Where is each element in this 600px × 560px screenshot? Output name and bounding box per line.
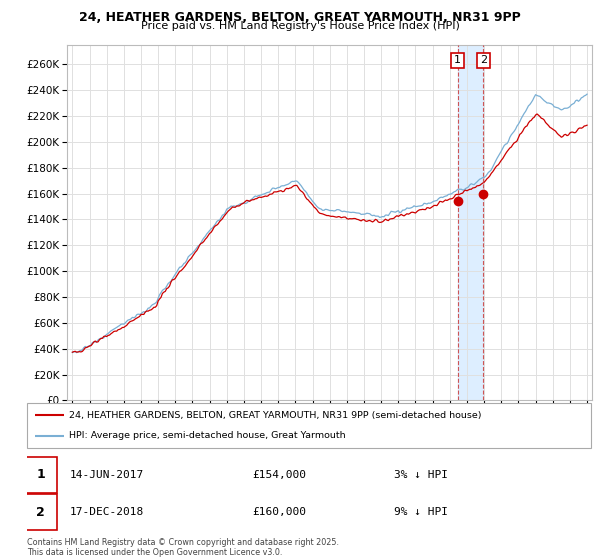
Text: HPI: Average price, semi-detached house, Great Yarmouth: HPI: Average price, semi-detached house,… xyxy=(70,431,346,440)
Text: 2: 2 xyxy=(36,506,45,519)
FancyBboxPatch shape xyxy=(24,456,57,493)
Text: Price paid vs. HM Land Registry's House Price Index (HPI): Price paid vs. HM Land Registry's House … xyxy=(140,21,460,31)
Text: £160,000: £160,000 xyxy=(253,507,307,517)
FancyBboxPatch shape xyxy=(24,494,57,530)
Text: 24, HEATHER GARDENS, BELTON, GREAT YARMOUTH, NR31 9PP: 24, HEATHER GARDENS, BELTON, GREAT YARMO… xyxy=(79,11,521,24)
Text: Contains HM Land Registry data © Crown copyright and database right 2025.
This d: Contains HM Land Registry data © Crown c… xyxy=(27,538,339,557)
Text: 1: 1 xyxy=(36,468,45,481)
Text: £154,000: £154,000 xyxy=(253,470,307,479)
Text: 17-DEC-2018: 17-DEC-2018 xyxy=(70,507,143,517)
Text: 1: 1 xyxy=(454,55,461,66)
Bar xyxy=(458,45,484,400)
Text: 3% ↓ HPI: 3% ↓ HPI xyxy=(394,470,448,479)
Text: 24, HEATHER GARDENS, BELTON, GREAT YARMOUTH, NR31 9PP (semi-detached house): 24, HEATHER GARDENS, BELTON, GREAT YARMO… xyxy=(70,411,482,420)
Text: 9% ↓ HPI: 9% ↓ HPI xyxy=(394,507,448,517)
Text: 2: 2 xyxy=(480,55,487,66)
Text: 14-JUN-2017: 14-JUN-2017 xyxy=(70,470,143,479)
